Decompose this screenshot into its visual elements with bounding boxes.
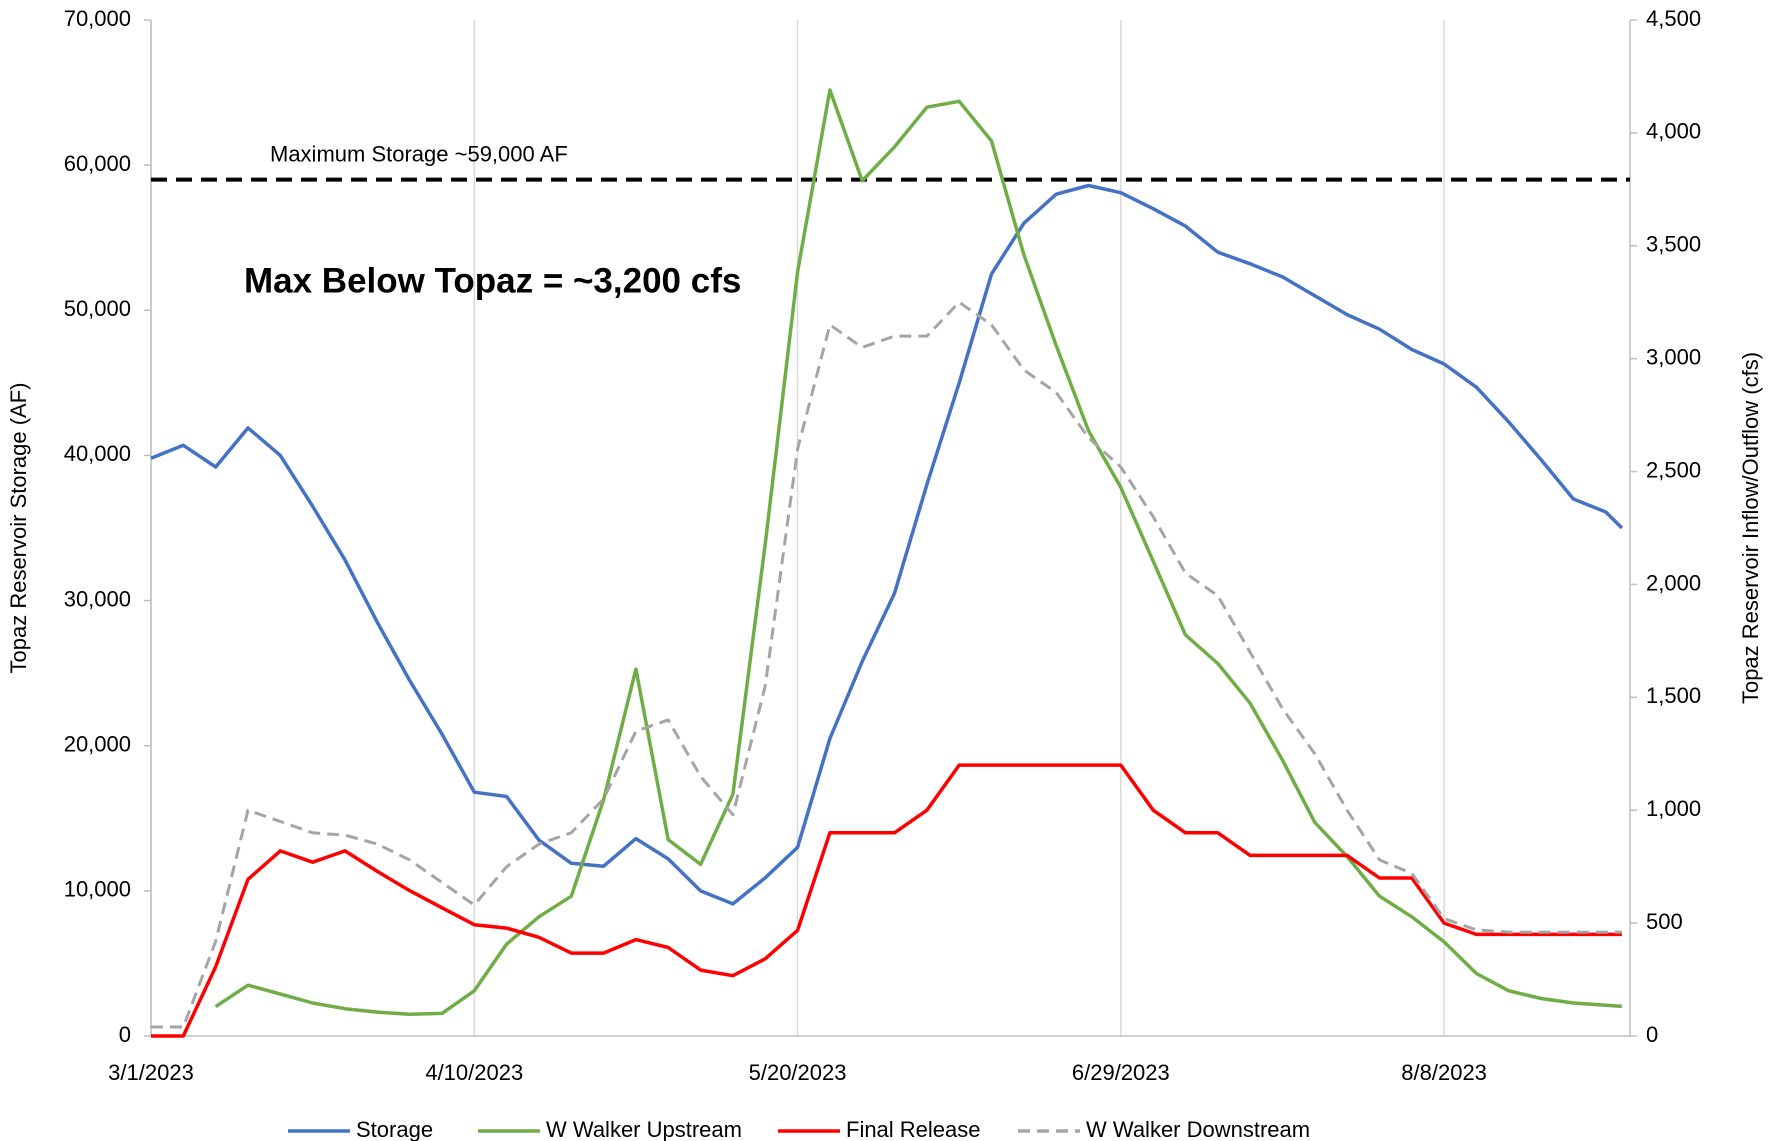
y-tick-label: 60,000 [64,151,131,176]
y-tick-label: 40,000 [64,441,131,466]
y-tick-label: 20,000 [64,732,131,757]
y2-tick-label: 3,000 [1646,344,1701,369]
x-tick-label: 8/8/2023 [1401,1060,1487,1085]
y2-tick-label: 4,500 [1646,6,1701,31]
y-axis-label: Topaz Reservoir Storage (AF) [6,383,31,674]
y2-tick-label: 2,000 [1646,570,1701,595]
x-tick-label: 3/1/2023 [108,1060,194,1085]
legend-label: W Walker Downstream [1086,1117,1310,1141]
legend-label: Final Release [846,1117,981,1141]
series-line [214,88,1623,1017]
series-line [151,300,1622,1029]
x-tick-label: 6/29/2023 [1072,1060,1170,1085]
series-line [151,763,1622,1038]
y2-tick-label: 1,000 [1646,796,1701,821]
annotation: Maximum Storage ~59,000 AF [270,141,568,166]
y2-tick-label: 2,500 [1646,457,1701,482]
y-tick-label: 0 [119,1022,131,1047]
x-tick-label: 5/20/2023 [749,1060,847,1085]
y2-tick-label: 4,000 [1646,119,1701,144]
y2-axis-label: Topaz Reservoir Inflow/Outflow (cfs) [1738,352,1763,704]
y-tick-label: 10,000 [64,877,131,902]
x-tick-label: 4/10/2023 [425,1060,523,1085]
legend: Storage W Walker Upstream Final Release W W… [288,1117,1310,1141]
y2-tick-label: 1,500 [1646,683,1701,708]
y-tick-label: 50,000 [64,296,131,321]
y2-tick-label: 500 [1646,909,1683,934]
legend-label: W Walker Upstream [546,1117,742,1141]
y2-tick-label: 0 [1646,1022,1658,1047]
annotation: Max Below Topaz = ~3,200 cfs [244,261,741,300]
legend-label: Storage [356,1117,433,1141]
y-tick-label: 30,000 [64,586,131,611]
series-line [150,183,1624,906]
y-tick-label: 70,000 [64,6,131,31]
y2-tick-label: 3,500 [1646,232,1701,257]
